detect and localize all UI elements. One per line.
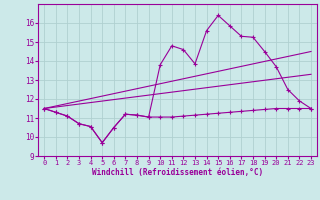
X-axis label: Windchill (Refroidissement éolien,°C): Windchill (Refroidissement éolien,°C) <box>92 168 263 177</box>
